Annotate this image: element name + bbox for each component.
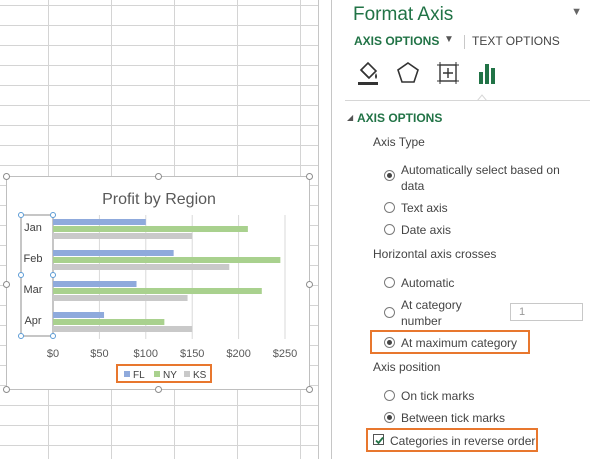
highlight-reverse-order [366, 428, 538, 452]
radio-on-tick-marks[interactable] [384, 390, 395, 401]
chart-area[interactable]: Profit by Region $0 $50 $100 $150 $200 $250 Jan… [3, 173, 313, 393]
resize-handle-top-left[interactable] [3, 173, 10, 180]
header-divider [345, 100, 590, 101]
checkmark-icon [375, 436, 384, 445]
bar-ks-mar[interactable] [53, 295, 188, 301]
size-properties-icon[interactable] [435, 60, 461, 86]
radio-crosses-category[interactable] [384, 307, 395, 318]
bar-fl-mar[interactable] [53, 281, 137, 287]
x-tick-label: $200 [226, 348, 250, 360]
chart-title: Profit by Region [102, 191, 216, 208]
category-label: Mar [24, 284, 43, 296]
pane-splitter[interactable] [318, 0, 332, 459]
collapse-triangle-icon[interactable]: ◢ [347, 113, 354, 122]
axis-type-label: Axis Type [373, 135, 425, 149]
text-axis-label[interactable]: Text axis [401, 201, 448, 215]
radio-date-axis[interactable] [384, 224, 395, 235]
bar-ny-jan[interactable] [53, 226, 248, 232]
axis-options-icon[interactable] [475, 60, 501, 86]
on-tick-marks-label[interactable]: On tick marks [401, 389, 475, 403]
legend-swatch-ny [154, 371, 160, 377]
chevron-down-icon[interactable]: ▼ [444, 34, 454, 45]
legend-highlight [116, 364, 212, 383]
bar-fl-jan[interactable] [53, 219, 146, 225]
collapse-arrow-icon[interactable]: ▼ [571, 6, 582, 18]
bar-ny-apr[interactable] [53, 319, 165, 325]
legend-swatch-fl [124, 371, 130, 377]
category-label: Jan [24, 222, 42, 234]
radio-between-tick-marks[interactable] [384, 412, 395, 423]
axis-selection-handle[interactable] [50, 272, 56, 278]
bar-fl-apr[interactable] [53, 312, 105, 318]
resize-handle-left[interactable] [3, 281, 10, 288]
legend-label-fl: FL [133, 370, 145, 381]
date-axis-label[interactable]: Date axis [401, 223, 452, 237]
resize-handle-right[interactable] [306, 281, 313, 288]
tab-axis-options[interactable]: AXIS OPTIONS [354, 34, 440, 48]
legend-label-ny: NY [163, 370, 177, 381]
resize-handle-bottom-right[interactable] [306, 386, 313, 393]
axis-selection-handle[interactable] [18, 333, 24, 339]
axis-selection-handle[interactable] [18, 272, 24, 278]
between-tick-marks-label[interactable]: Between tick marks [401, 411, 506, 425]
resize-handle-bottom-left[interactable] [3, 386, 10, 393]
reverse-order-checkbox[interactable] [373, 434, 384, 445]
fill-line-icon[interactable] [355, 60, 381, 86]
axis-position-label: Axis position [373, 360, 441, 374]
radio-text-axis[interactable] [384, 202, 395, 213]
bar-ny-mar[interactable] [53, 288, 262, 294]
bar-ks-apr[interactable] [53, 326, 193, 332]
effects-pentagon-icon[interactable] [395, 60, 421, 86]
crosses-label: Horizontal axis crosses [373, 247, 497, 261]
category-label: Apr [24, 315, 41, 327]
bar-ny-feb[interactable] [53, 257, 281, 263]
axis-selection-handle[interactable] [50, 212, 56, 218]
selected-tab-pointer-icon [477, 94, 487, 101]
x-tick-label: $250 [273, 348, 297, 360]
resize-handle-bottom[interactable] [155, 386, 162, 393]
tab-text-options[interactable]: TEXT OPTIONS [472, 34, 560, 48]
axis-selection-handle[interactable] [18, 212, 24, 218]
section-axis-options[interactable]: AXIS OPTIONS [357, 111, 443, 125]
legend-label-ks: KS [193, 370, 207, 381]
crosses-category-label[interactable]: At category [401, 298, 462, 312]
crosses-automatic-label[interactable]: Automatic [401, 276, 455, 290]
crosses-maximum-label[interactable]: At maximum category [401, 336, 518, 350]
radio-crosses-automatic[interactable] [384, 277, 395, 288]
x-tick-label: $150 [180, 348, 204, 360]
radio-crosses-maximum[interactable] [384, 337, 395, 348]
crosses-category-label-cont[interactable]: number [401, 314, 442, 328]
pane-title: Format Axis [353, 4, 454, 25]
bar-chart[interactable]: Profit by Region $0 $50 $100 $150 $200 $250 Jan… [7, 177, 311, 391]
axis-selection-handle[interactable] [50, 333, 56, 339]
tab-separator [464, 35, 465, 49]
resize-handle-top-right[interactable] [306, 173, 313, 180]
bar-fl-feb[interactable] [53, 250, 174, 256]
x-tick-label: $100 [134, 348, 158, 360]
resize-handle-top[interactable] [155, 173, 162, 180]
category-label: Feb [24, 253, 43, 265]
legend-swatch-ks [184, 371, 190, 377]
reverse-order-label[interactable]: Categories in reverse order [390, 434, 536, 448]
bar-ks-jan[interactable] [53, 233, 193, 239]
x-tick-label: $50 [90, 348, 108, 360]
highlight-max-category [370, 330, 530, 354]
auto-axis-label-cont[interactable]: data [401, 179, 425, 193]
bar-ks-feb[interactable] [53, 264, 230, 270]
x-tick-label: $0 [47, 348, 59, 360]
category-number-input[interactable]: 1 [510, 303, 583, 321]
radio-auto-axis-type[interactable] [384, 170, 395, 181]
format-axis-pane: Format Axis ▼ AXIS OPTIONS ▼ TEXT OPTION… [333, 0, 590, 459]
auto-axis-label[interactable]: Automatically select based on [401, 163, 560, 177]
